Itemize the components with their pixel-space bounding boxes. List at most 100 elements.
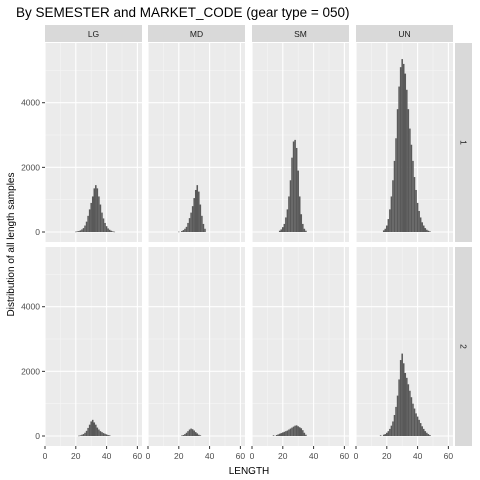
- histogram-bar: [305, 230, 307, 232]
- histogram-bar: [426, 432, 428, 436]
- histogram-bar: [95, 185, 97, 232]
- histogram-bar: [191, 429, 194, 436]
- column-strips: LG MD SM UN: [45, 25, 453, 42]
- panel-1-SM: [251, 43, 349, 242]
- histogram-bar: [298, 427, 301, 436]
- histogram-bar: [413, 177, 416, 232]
- histogram-bar: [406, 89, 408, 233]
- histogram-bar: [107, 435, 109, 436]
- panel-2-MD: [147, 247, 245, 446]
- histogram-bar: [407, 109, 410, 232]
- histogram-bar: [379, 435, 382, 436]
- histogram-bar: [194, 189, 197, 232]
- histogram-bar: [300, 214, 303, 232]
- histogram-bar: [387, 219, 390, 232]
- histogram-bar: [90, 421, 92, 436]
- panel-2-UN: [355, 247, 453, 446]
- histogram-bar: [101, 432, 103, 436]
- histogram-bar: [280, 433, 283, 436]
- histogram-bar: [193, 198, 195, 232]
- y-tick-label: 4000: [21, 302, 40, 312]
- histogram-bar: [407, 384, 410, 436]
- histogram-bar: [187, 222, 189, 232]
- histogram-bar: [389, 209, 391, 232]
- x-tick-label: 60: [133, 451, 143, 461]
- histogram-bar: [188, 218, 191, 232]
- x-tick-label: 0: [43, 451, 48, 461]
- x-tick-label: 20: [71, 451, 81, 461]
- histogram-bar: [399, 67, 402, 233]
- histogram-bar: [291, 157, 293, 232]
- histogram-bar: [421, 426, 423, 436]
- histogram-bar: [398, 86, 400, 232]
- histogram-bar: [418, 210, 420, 232]
- histogram-bar: [193, 430, 195, 436]
- histogram-bar: [415, 413, 417, 436]
- col-strip-label: MD: [190, 29, 203, 39]
- histogram-bar: [280, 229, 283, 232]
- histogram-bar: [419, 423, 422, 436]
- histogram-bar: [389, 428, 391, 436]
- histogram-bar: [393, 414, 396, 436]
- histogram-bar: [410, 144, 413, 232]
- histogram-bar: [190, 428, 192, 436]
- histogram-bar: [277, 434, 279, 436]
- histogram-bar: [298, 196, 301, 232]
- histogram-bar: [108, 229, 111, 232]
- histogram-bar: [404, 73, 407, 232]
- histogram-bar: [392, 421, 394, 436]
- histogram-bar: [88, 209, 91, 232]
- histogram-bar: [110, 230, 112, 232]
- histogram-bar: [85, 430, 88, 436]
- histogram-bar: [401, 59, 403, 233]
- y-tick-label: 4000: [21, 98, 40, 108]
- histogram-bar: [418, 419, 420, 436]
- histogram-bar: [282, 432, 284, 436]
- histogram-bar: [286, 209, 289, 232]
- histogram-bar: [286, 430, 289, 436]
- row-strips: 12: [455, 43, 472, 446]
- histogram-bar: [429, 231, 431, 232]
- histogram-bar: [390, 196, 393, 232]
- y-tick-label: 2000: [21, 162, 40, 172]
- histogram-bar: [283, 223, 286, 232]
- histogram-bar: [282, 227, 284, 232]
- histogram-bar: [300, 428, 303, 436]
- panel-2-SM: [251, 247, 349, 446]
- histogram-bar: [181, 435, 183, 437]
- histogram-bar: [198, 191, 200, 232]
- y-axis: 0 2000 4000 0 2000 4000: [21, 98, 45, 441]
- histogram-bar: [283, 431, 286, 436]
- histogram-bar: [190, 212, 192, 232]
- row-strip-bg: [455, 247, 472, 446]
- histogram-bar: [426, 229, 428, 232]
- histogram-bar: [295, 425, 298, 436]
- histogram-bar: [204, 228, 206, 232]
- histogram-bar: [196, 433, 199, 436]
- histogram-bar: [412, 160, 414, 232]
- histogram-bar: [108, 435, 111, 436]
- histogram-bar: [382, 434, 385, 436]
- histogram-bar: [384, 434, 387, 436]
- histogram-bar: [82, 434, 85, 436]
- histogram-bar: [99, 431, 102, 436]
- histogram-bar: [185, 226, 188, 232]
- histogram-bar: [382, 230, 385, 232]
- histogram-bar: [399, 360, 402, 436]
- x-tick-label: 40: [102, 451, 112, 461]
- histogram-bar: [285, 217, 287, 232]
- histogram-bar: [392, 180, 394, 232]
- histogram-bar: [101, 212, 103, 232]
- histogram-bar: [402, 63, 405, 232]
- histogram-bar: [292, 426, 295, 436]
- histogram-bar: [275, 435, 278, 436]
- histogram-bar: [202, 223, 205, 232]
- histogram-bar: [99, 204, 102, 232]
- histogram-bar: [398, 379, 400, 436]
- row-strip-label: 2: [459, 344, 469, 349]
- histogram-bar: [93, 422, 96, 436]
- histogram-bar: [424, 431, 427, 436]
- histogram-bar: [185, 432, 188, 436]
- histogram-bar: [393, 160, 396, 232]
